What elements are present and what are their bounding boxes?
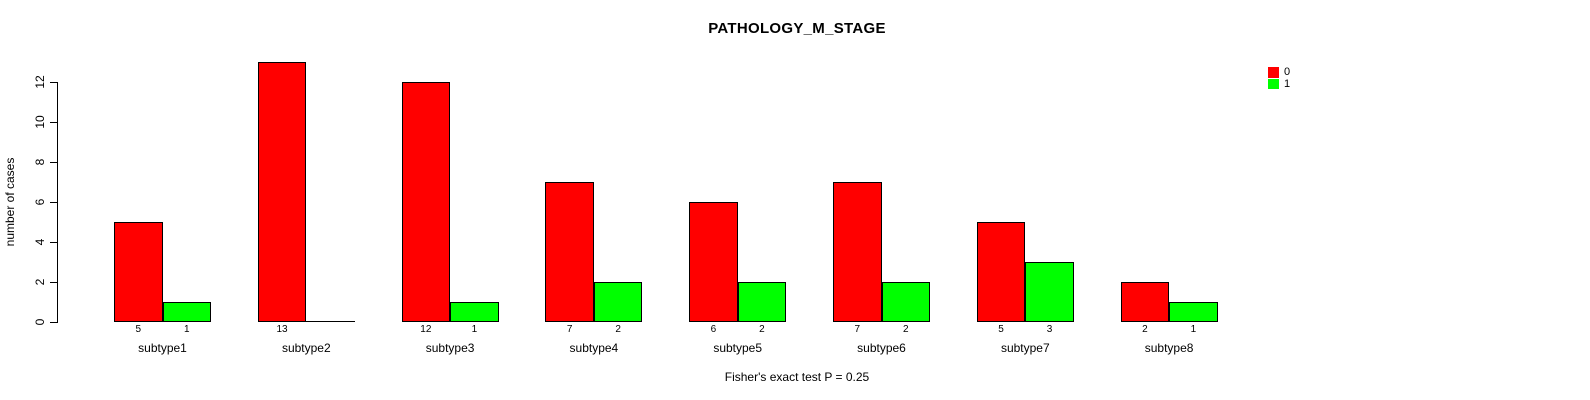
bar-value-label: 3 xyxy=(1046,324,1053,335)
bar-value-label: 2 xyxy=(902,324,909,335)
bar xyxy=(593,282,643,322)
chart-title: PATHOLOGY_M_STAGE xyxy=(708,20,886,37)
fisher-test-annotation: Fisher's exact test P = 0.25 xyxy=(724,370,870,384)
bar xyxy=(976,222,1026,322)
legend-swatch xyxy=(1268,78,1279,89)
bar xyxy=(545,182,594,322)
y-tick-label: 12 xyxy=(33,75,47,89)
legend-label: 0 xyxy=(1284,66,1291,78)
bar-value-label: 5 xyxy=(998,324,1004,335)
bar xyxy=(689,202,738,322)
bar xyxy=(1120,282,1170,322)
category-label: subtype8 xyxy=(1144,341,1194,355)
bar-value-label: 1 xyxy=(471,324,478,335)
y-tick xyxy=(50,121,58,123)
bar xyxy=(1169,302,1218,322)
category-label: subtype4 xyxy=(569,341,619,355)
y-tick xyxy=(50,241,58,243)
bar-value-label: 1 xyxy=(183,324,190,335)
bar xyxy=(257,62,307,322)
bar-zero-line xyxy=(306,321,355,322)
y-tick xyxy=(50,281,58,283)
bar xyxy=(1025,262,1074,322)
y-tick-label: 4 xyxy=(33,238,47,246)
y-tick-label: 6 xyxy=(33,198,47,206)
bar xyxy=(833,182,882,322)
y-tick-label: 2 xyxy=(33,278,47,286)
y-tick-label: 8 xyxy=(33,158,47,166)
category-label: subtype6 xyxy=(857,341,906,355)
y-tick-label: 10 xyxy=(33,115,47,129)
bar-value-label: 2 xyxy=(1142,324,1148,335)
bar-value-label: 1 xyxy=(1190,324,1197,335)
bar-value-label: 7 xyxy=(566,324,573,335)
category-label: subtype3 xyxy=(425,341,475,355)
y-tick xyxy=(50,321,58,323)
category-label: subtype2 xyxy=(281,341,331,355)
bar-value-label: 5 xyxy=(135,324,142,335)
y-tick xyxy=(50,81,58,83)
bar-value-label: 6 xyxy=(710,324,717,335)
legend-swatch xyxy=(1268,67,1279,78)
bar-value-label: 7 xyxy=(854,324,861,335)
y-tick-label: 0 xyxy=(33,318,47,326)
y-tick xyxy=(50,161,58,163)
bar xyxy=(737,282,787,322)
category-label: subtype1 xyxy=(138,341,187,355)
bar xyxy=(401,82,451,322)
bar-value-label: 2 xyxy=(615,324,621,335)
legend-label: 1 xyxy=(1284,77,1291,90)
category-label: subtype5 xyxy=(713,341,763,355)
y-tick xyxy=(50,201,58,203)
bar xyxy=(114,222,163,322)
bar-value-label: 12 xyxy=(420,324,432,335)
bar xyxy=(162,302,211,322)
bar-value-label: 13 xyxy=(276,324,288,335)
category-label: subtype7 xyxy=(1000,341,1050,355)
bar xyxy=(881,282,930,322)
y-axis-title: number of cases xyxy=(3,157,17,247)
bar-value-label: 2 xyxy=(759,324,765,335)
bar xyxy=(450,302,499,322)
